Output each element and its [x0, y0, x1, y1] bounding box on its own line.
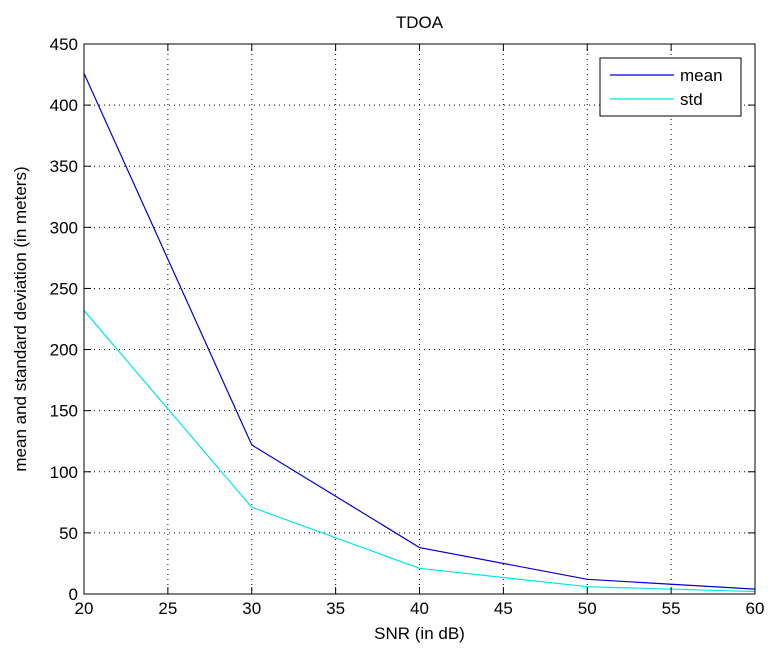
legend-box	[599, 57, 742, 117]
x-tick-label: 45	[494, 599, 513, 618]
x-tick-label: 25	[158, 599, 177, 618]
x-tick-label: 55	[662, 599, 681, 618]
legend: mean std	[599, 57, 742, 117]
y-axis-label: mean and standard deviation (in meters)	[11, 166, 30, 471]
y-tick-label: 350	[50, 157, 78, 176]
x-tick-label: 60	[746, 599, 765, 618]
y-tick-label: 50	[59, 524, 78, 543]
y-tick-label: 150	[50, 402, 78, 421]
y-tick-label: 300	[50, 218, 78, 237]
legend-label-mean: mean	[680, 66, 723, 85]
chart-title: TDOA	[396, 13, 444, 32]
x-tick-label: 40	[410, 599, 429, 618]
x-axis-label: SNR (in dB)	[374, 624, 465, 643]
series-line-std	[83, 310, 756, 593]
grid-lines	[84, 44, 755, 594]
x-tick-label: 30	[242, 599, 261, 618]
series-line-mean	[83, 73, 756, 590]
series-layer	[83, 73, 756, 593]
y-tick-label: 250	[50, 279, 78, 298]
legend-label-std: std	[680, 90, 703, 109]
axis-ticks: 20 25 30 35 40 45 50 55 60 0 50 100 150 200 250 300 350 4…	[50, 35, 765, 618]
x-tick-label: 20	[75, 599, 94, 618]
y-tick-label: 0	[69, 585, 78, 604]
y-tick-label: 450	[50, 35, 78, 54]
y-tick-label: 100	[50, 463, 78, 482]
x-tick-label: 35	[326, 599, 345, 618]
y-tick-label: 200	[50, 341, 78, 360]
x-tick-label: 50	[578, 599, 597, 618]
y-tick-label: 400	[50, 96, 78, 115]
